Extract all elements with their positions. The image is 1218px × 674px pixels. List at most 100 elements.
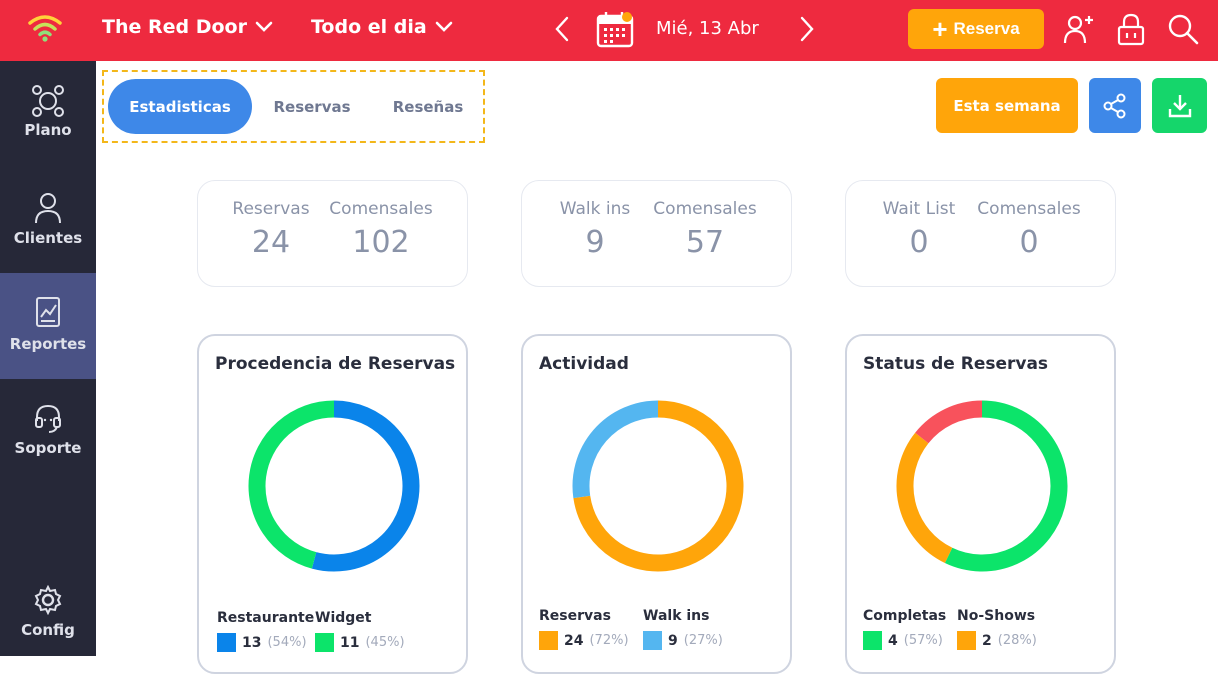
search-icon[interactable]: [1166, 12, 1200, 46]
new-reservation-button[interactable]: + Reserva: [908, 9, 1044, 49]
tab-resenas[interactable]: Reseñas: [392, 97, 464, 116]
chart-card-status: Status de Reservas Completas No-Shows 4 …: [845, 334, 1116, 674]
stat-label: Wait List: [882, 199, 956, 219]
next-day-button[interactable]: [797, 14, 817, 44]
donut-slice-widget: [248, 400, 335, 569]
donut-slice-reservas: [573, 400, 744, 572]
sidebar-item-label: Plano: [24, 121, 72, 139]
donut-slice-walk ins: [572, 400, 659, 499]
sidebar-item-label: Clientes: [13, 229, 83, 247]
sidebar-item-reportes[interactable]: Reportes: [0, 273, 96, 379]
venue-name: The Red Door: [102, 16, 247, 38]
stat-col: Comensales 102: [326, 199, 436, 260]
legend-item: 24 (72%): [539, 631, 629, 650]
stat-label: Comensales: [977, 199, 1081, 219]
legend-item: 2 (28%): [957, 631, 1037, 650]
legend-item: 13 (54%): [217, 633, 307, 652]
legend-count: 11: [340, 634, 360, 651]
legend-count: 13: [242, 634, 262, 651]
stat-value: 57: [685, 225, 725, 260]
period-selector[interactable]: Todo el dia: [311, 16, 453, 38]
legend-percent: (27%): [683, 633, 723, 648]
download-button[interactable]: [1152, 78, 1207, 133]
tab-estadisticas[interactable]: Estadisticas: [108, 79, 252, 134]
legend-item: 4 (57%): [863, 631, 943, 650]
sidebar-item-plano[interactable]: Plano: [0, 61, 96, 167]
stat-value: 24: [251, 225, 291, 260]
chart-title: Status de Reservas: [863, 354, 1049, 374]
user-icon: [35, 193, 61, 224]
legend-percent: (45%): [365, 635, 405, 650]
sidebar-item-soporte[interactable]: Soporte: [0, 379, 96, 485]
legend-swatch: [863, 631, 882, 650]
current-date: Mié, 13 Abr: [656, 18, 759, 39]
calendar-icon[interactable]: [595, 10, 635, 48]
legend-item: 9 (27%): [643, 631, 723, 650]
legend-name: Completas: [863, 608, 947, 624]
legend-swatch: [957, 631, 976, 650]
stat-col: Comensales 57: [650, 199, 760, 260]
legend-name: Reservas: [539, 608, 611, 624]
lock-icon[interactable]: [1116, 12, 1146, 46]
donut-slice-other: [915, 400, 983, 444]
period-name: Todo el dia: [311, 16, 427, 38]
legend-name: Walk ins: [643, 608, 710, 624]
stat-label: Reservas: [232, 199, 310, 219]
chart-card-procedencia: Procedencia de Reservas Restaurante Widg…: [197, 334, 468, 674]
legend-item: 11 (45%): [315, 633, 405, 652]
donut-chart: [248, 400, 420, 572]
legend-name: Restaurante: [217, 610, 315, 626]
legend-percent: (54%): [267, 635, 307, 650]
download-icon: [1168, 94, 1191, 117]
stat-card-reservas: Reservas 24 Comensales 102: [197, 180, 468, 287]
sidebar: Plano Clientes Reportes Soporte Conf: [0, 61, 96, 656]
stat-label: Comensales: [329, 199, 433, 219]
stat-value: 9: [585, 225, 605, 260]
donut-slice-restaurante: [311, 400, 420, 572]
stat-label: Walk ins: [559, 199, 631, 219]
legend-percent: (28%): [997, 633, 1037, 648]
headset-icon: [35, 404, 61, 433]
report-tabs: Estadisticas Reservas Reseñas: [102, 70, 485, 143]
stat-col: Reservas 24: [231, 199, 311, 260]
floor-plan-icon: [32, 85, 64, 117]
legend-count: 24: [564, 632, 584, 649]
donut-slice-no-shows: [896, 432, 953, 564]
legend-count: 2: [982, 632, 992, 649]
week-filter-button[interactable]: Esta semana: [936, 78, 1078, 133]
sidebar-item-label: Reportes: [9, 335, 87, 353]
legend-name: Widget: [315, 610, 372, 626]
stat-value: 102: [352, 225, 410, 260]
legend-count: 9: [668, 632, 678, 649]
chart-title: Actividad: [539, 354, 629, 374]
legend-swatch: [643, 631, 662, 650]
sidebar-item-clientes[interactable]: Clientes: [0, 167, 96, 273]
chart-card-actividad: Actividad Reservas Walk ins 24 (72%) 9 (…: [521, 334, 792, 674]
stat-card-waitlist: Wait List 0 Comensales 0: [845, 180, 1116, 287]
stat-value: 0: [1019, 225, 1039, 260]
legend-name: No-Shows: [957, 608, 1036, 624]
legend-swatch: [217, 633, 236, 652]
legend-percent: (57%): [903, 633, 943, 648]
share-button[interactable]: [1089, 78, 1141, 133]
chart-title: Procedencia de Reservas: [215, 354, 456, 374]
sidebar-item-config[interactable]: Config: [0, 573, 96, 656]
sidebar-item-label: Soporte: [14, 439, 82, 457]
donut-slice-completas: [944, 400, 1068, 572]
add-user-icon[interactable]: [1062, 12, 1096, 46]
stat-col: Comensales 0: [974, 199, 1084, 260]
top-bar: The Red Door Todo el dia Mié, 13 Abr + R…: [0, 0, 1218, 61]
previous-day-button[interactable]: [552, 14, 572, 44]
report-icon: [36, 297, 60, 327]
donut-chart: [572, 400, 744, 572]
wifi-icon: [28, 15, 62, 42]
legend-swatch: [539, 631, 558, 650]
stat-label: Comensales: [653, 199, 757, 219]
stat-col: Wait List 0: [879, 199, 959, 260]
tab-reservas[interactable]: Reservas: [273, 97, 351, 116]
new-reservation-label: Reserva: [953, 19, 1020, 38]
legend-count: 4: [888, 632, 898, 649]
venue-selector[interactable]: The Red Door: [102, 16, 273, 38]
stat-card-walkins: Walk ins 9 Comensales 57: [521, 180, 792, 287]
legend-swatch: [315, 633, 334, 652]
